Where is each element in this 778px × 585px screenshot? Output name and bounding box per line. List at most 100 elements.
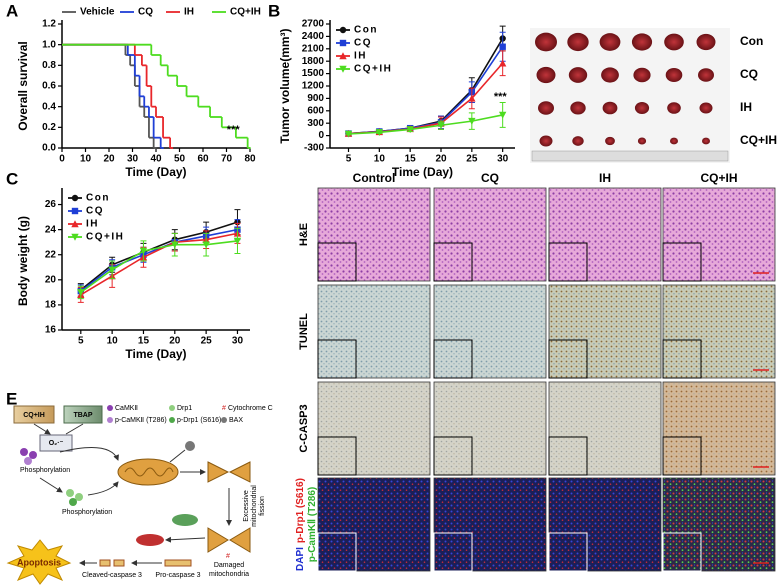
micrograph-inset [548, 242, 588, 282]
tumor-photo [702, 137, 710, 145]
arrow [87, 481, 119, 496]
legend-dot [221, 417, 227, 423]
phosphorylation-label: Phosphorylation [20, 467, 70, 474]
column-header: Control [353, 171, 396, 185]
legend-dot [107, 405, 113, 411]
y-tick-label: 1.0 [42, 39, 56, 50]
caspase-9 [136, 534, 164, 546]
x-tick-label: 20 [169, 336, 181, 347]
tumor-photo [637, 137, 647, 145]
legend-marker [71, 233, 79, 241]
micrograph-inset [433, 436, 473, 476]
series-line [80, 221, 238, 291]
x-tick-label: 10 [374, 154, 386, 165]
micrograph-inset [548, 436, 588, 476]
ruler [531, 150, 729, 162]
tumor-photo [568, 67, 588, 83]
tumor-photo [665, 67, 683, 83]
marker [468, 94, 476, 102]
y-tick-label: 1200 [302, 81, 325, 92]
camk-dot [24, 457, 32, 465]
micrograph-inset [433, 242, 473, 282]
legend-text: Drp1 [177, 405, 192, 412]
ros-box [39, 434, 73, 452]
tumor-photo [535, 32, 557, 52]
series-line [80, 232, 238, 296]
phosphorylation-label: Phosphorylation [62, 509, 112, 516]
marker [437, 122, 445, 129]
series-line [348, 114, 503, 135]
x-tick-label: 30 [497, 154, 509, 165]
significance-annotation: *** [494, 91, 508, 103]
drp1-dot [66, 489, 74, 497]
apoptosis-label: Apoptosis [17, 557, 61, 567]
row-label: C-CASP3 [298, 404, 310, 452]
legend-marker [71, 194, 79, 202]
tumor-photo [631, 33, 653, 51]
fission-label: mitochondrial [251, 485, 258, 527]
micrograph-inset [433, 532, 473, 572]
legend-label: Con [354, 25, 378, 36]
tumor-photo [667, 102, 681, 114]
marker [498, 59, 507, 67]
tumor-photo [599, 33, 621, 51]
tumor-photo [536, 66, 556, 84]
tumor-photo [664, 33, 684, 51]
y-tick-label: 2100 [302, 43, 325, 54]
panel-label: C [6, 169, 18, 188]
fission-label: Excessive [243, 490, 250, 522]
arrow [59, 447, 119, 461]
legend-dot [107, 417, 113, 423]
legend-dot [169, 417, 175, 423]
y-tick-label: 0.4 [42, 101, 56, 112]
input-box [13, 405, 55, 424]
micrograph [433, 284, 547, 379]
legend-marker [339, 65, 347, 73]
micrograph-inset [317, 436, 357, 476]
x-tick-label: 5 [78, 336, 84, 347]
panel-label: B [268, 1, 280, 20]
photo-label: Con [740, 34, 763, 48]
x-tick-label: 0 [59, 154, 65, 165]
drp1-dot [69, 498, 77, 506]
marker [344, 130, 353, 138]
tumor-photo [572, 136, 584, 146]
x-axis-label: Time (Day) [392, 165, 453, 179]
series-line [80, 240, 238, 294]
legend-marker [339, 52, 347, 60]
y-axis-label: Overall survival [16, 41, 30, 130]
micrograph-inset [662, 532, 702, 572]
tumor-photo [699, 102, 713, 114]
y-tick-label: 18 [45, 300, 57, 311]
x-tick-label: 25 [201, 336, 213, 347]
x-tick-label: 5 [346, 154, 352, 165]
x-tick-label: 60 [197, 154, 209, 165]
tumor-photo [698, 68, 714, 82]
apoptosis-burst [6, 539, 72, 585]
photo-label: CQ [740, 67, 758, 81]
x-tick-label: 70 [221, 154, 233, 165]
ros-label: O₂·⁻ [49, 440, 64, 447]
legend-label: CQ+IH [354, 64, 392, 75]
x-tick-label: 50 [174, 154, 186, 165]
marker [468, 117, 476, 125]
marker [202, 241, 210, 249]
legend-label: IH [184, 7, 194, 18]
fluorescence-labels: p-CamKⅡ (T286) [307, 487, 318, 563]
legend-label: CQ [138, 7, 153, 18]
damaged-mitochondrion [207, 527, 251, 553]
photo-label: IH [740, 100, 752, 114]
legend-label: Con [86, 193, 110, 204]
tumor-photo [634, 101, 650, 115]
tumor-photo [602, 101, 618, 115]
legend-text: Cytochrome C [228, 405, 273, 412]
tumor-photo [605, 136, 615, 146]
apoptosome [172, 514, 198, 526]
tumor-photo [567, 32, 589, 52]
legend-label: CQ [354, 38, 372, 49]
panel-label: A [6, 1, 18, 20]
x-tick-label: 10 [107, 336, 119, 347]
x-tick-label: 25 [466, 154, 478, 165]
mechanism-diagram: CQ+IH TBAP O₂·⁻ CaMKⅡ p-CaMKⅡ (T286) Drp… [6, 405, 273, 585]
